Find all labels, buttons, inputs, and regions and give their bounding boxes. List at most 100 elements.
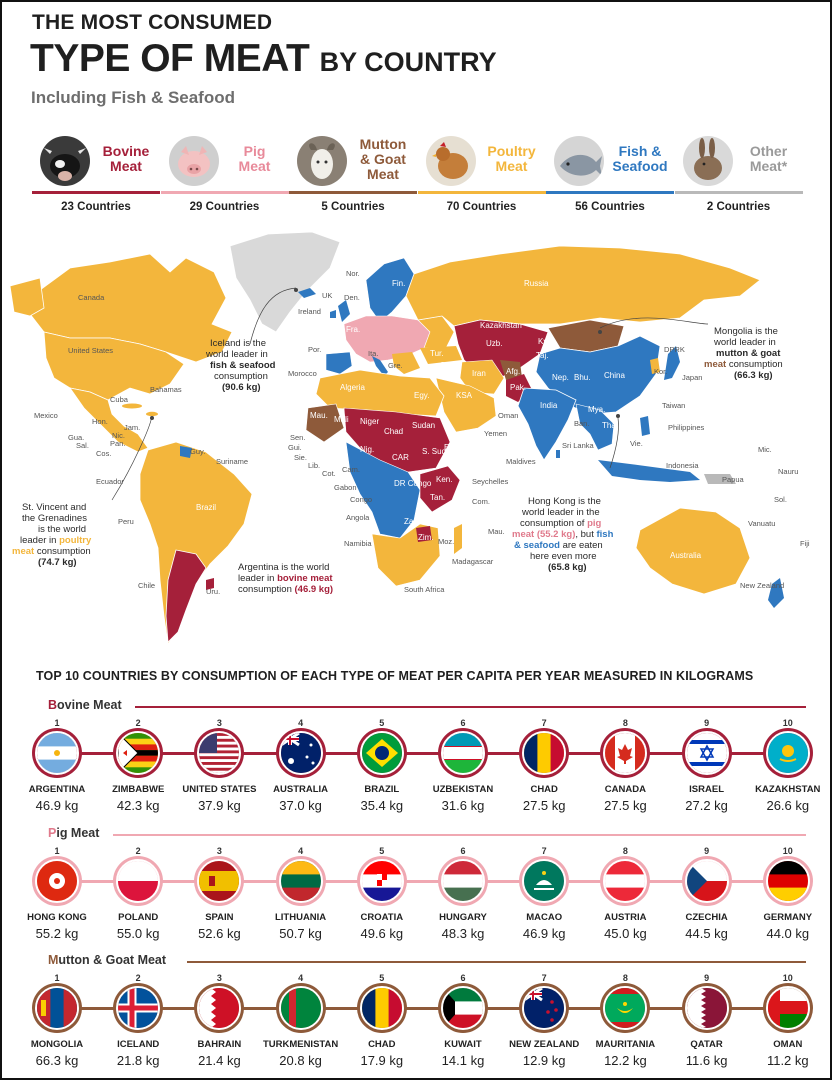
iceland-shape	[298, 288, 316, 298]
section-heading-rest: utton & Goat Meat	[58, 953, 167, 967]
zimbabwe-flag-icon	[116, 731, 161, 775]
consumption-value: 11.2 kg	[766, 1053, 809, 1068]
rank-number: 7	[541, 846, 547, 856]
category-label: Pig Meat	[238, 143, 271, 174]
goat-icon	[297, 136, 347, 186]
label-uk: UK	[322, 291, 332, 300]
category-label: Bovine Meat	[102, 143, 150, 174]
label-uzb: Uzb.	[486, 339, 502, 348]
rank-number: 3	[216, 718, 222, 728]
svg-text:mutton & goat: mutton & goat	[716, 348, 781, 359]
label-gabon: Gabon	[334, 483, 357, 492]
label-por: Por.	[308, 345, 321, 354]
label-guy: Guy.	[190, 447, 205, 456]
consumption-value: 55.0 kg	[116, 926, 160, 941]
section-heading: Bovine Meat	[48, 698, 122, 712]
afghanistan-shape	[500, 360, 522, 380]
australia-flag-icon	[278, 731, 323, 775]
west-africa-mutton-shape	[305, 403, 345, 443]
label-kyr: Kyr.	[538, 337, 552, 346]
category-count: 70 Countries	[446, 201, 517, 213]
consumption-value: 46.9 kg	[35, 798, 79, 813]
label-sol: Sol.	[774, 495, 787, 504]
label-india: India	[540, 401, 558, 410]
section-underline	[187, 961, 806, 963]
label-peru: Peru	[118, 517, 134, 526]
category-fish: Fish & Seafood	[546, 128, 674, 194]
rank-number: 8	[622, 973, 628, 983]
label-nauru: Nauru	[778, 467, 798, 476]
hungary-flag-icon	[441, 859, 485, 903]
austria-flag-icon	[603, 859, 648, 903]
main-title-rest: BY COUNTRY	[319, 47, 497, 77]
label-mau: Mau.	[310, 411, 328, 420]
category-color-bar	[674, 191, 803, 194]
argentina-flag-icon	[35, 731, 79, 775]
label-namibia: Namibia	[344, 539, 372, 548]
consumption-value: 26.6 kg	[766, 798, 810, 813]
balkans-shape	[392, 352, 420, 374]
country-name: MACAO	[526, 912, 563, 923]
label-dr-congo: DR Congo	[394, 479, 432, 488]
svg-text:consumption of pig: consumption of pig	[520, 518, 602, 529]
hongkong-callout: Hong Kong is the world leader in the con…	[512, 496, 614, 573]
hong-kong-flag-icon	[35, 859, 79, 903]
category-color-bar	[32, 191, 160, 194]
iceland-leader-dot	[294, 288, 298, 292]
category-poultry: Poultry Meat	[417, 128, 546, 194]
ranking-connector-line	[56, 1007, 786, 1010]
label-ban: Ban.	[574, 419, 589, 428]
label-zam: Zam.	[404, 517, 422, 526]
category-mutton: Mutton & Goat Meat	[289, 128, 417, 194]
pig-icon	[168, 136, 219, 186]
rank-number: 6	[460, 973, 466, 983]
main-title: TYPE OF MEAT BY COUNTRY	[30, 38, 497, 83]
country-name: CHAD	[530, 784, 558, 795]
rank-number: 7	[541, 973, 547, 983]
world-map: Canada United States Mexico Bahamas Cuba…	[0, 228, 832, 660]
hongkong-leader-dot	[616, 414, 620, 418]
label-kor: Kor.	[654, 367, 667, 376]
label-cam: Cam.	[342, 465, 360, 474]
label-jam: Jam.	[124, 423, 140, 432]
mauritania-flag-icon	[603, 986, 648, 1030]
label-nig: Nig.	[360, 445, 374, 454]
country-name: MONGOLIA	[30, 1039, 84, 1050]
stvincent-callout: St. Vincent and the Grenadines is the wo…	[12, 502, 92, 568]
rank-number: 9	[704, 718, 710, 728]
country-name: CROATIA	[360, 912, 404, 923]
label-taj: Taj.	[536, 351, 548, 360]
italy-shape	[372, 356, 388, 376]
israel-flag-icon	[684, 731, 729, 775]
mongolia-leader-line	[599, 317, 709, 329]
svg-text:the Grenadines: the Grenadines	[22, 513, 87, 524]
consumption-value: 35.4 kg	[360, 798, 404, 813]
label-afg: Afg.	[506, 367, 520, 376]
label-kazakhstan: Kazakhstan	[480, 321, 522, 330]
label-pan: Pan.	[110, 439, 125, 448]
svg-text:Hong Kong is the: Hong Kong is the	[528, 496, 601, 507]
consumption-value: 66.3 kg	[35, 1053, 79, 1068]
uk-shape	[338, 300, 350, 322]
ranking-connector-line	[56, 880, 786, 883]
turkmenistan-flag-icon	[278, 986, 323, 1030]
svg-text:consumption: consumption	[214, 371, 268, 382]
label-gre: Gre.	[388, 361, 403, 370]
country-name: CZECHIA	[685, 912, 728, 923]
subtitle: Including Fish & Seafood	[31, 88, 235, 107]
label-suriname: Suriname	[216, 457, 248, 466]
label-dprk: DPRK	[664, 345, 685, 354]
kazakhstan-flag-icon	[765, 731, 810, 775]
category-count: 29 Countries	[189, 201, 260, 213]
category-color-bar	[546, 191, 674, 194]
north-africa-shape	[315, 369, 445, 417]
label-ken: Ken.	[436, 475, 452, 484]
iceland-leader-line	[249, 287, 297, 345]
category-count: 2 Countries	[706, 201, 771, 213]
czechia-flag-icon	[684, 859, 729, 903]
usa-flag-icon	[197, 731, 242, 775]
label-den: Den.	[344, 293, 360, 302]
svg-text:meat (55.2 kg), but fish: meat (55.2 kg), but fish	[512, 529, 614, 540]
label-moz: Moz.	[438, 537, 454, 546]
